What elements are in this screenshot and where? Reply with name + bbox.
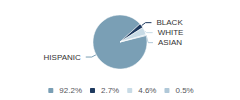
svg-text:92.2%: 92.2% [59,86,82,95]
svg-text:BLACK: BLACK [156,18,183,27]
svg-text:WHITE: WHITE [158,28,184,37]
svg-text:2.7%: 2.7% [101,86,119,95]
svg-text:0.5%: 0.5% [175,86,193,95]
svg-text:ASIAN: ASIAN [158,38,182,47]
svg-text:HISPANIC: HISPANIC [44,53,81,62]
svg-text:4.6%: 4.6% [138,86,156,95]
